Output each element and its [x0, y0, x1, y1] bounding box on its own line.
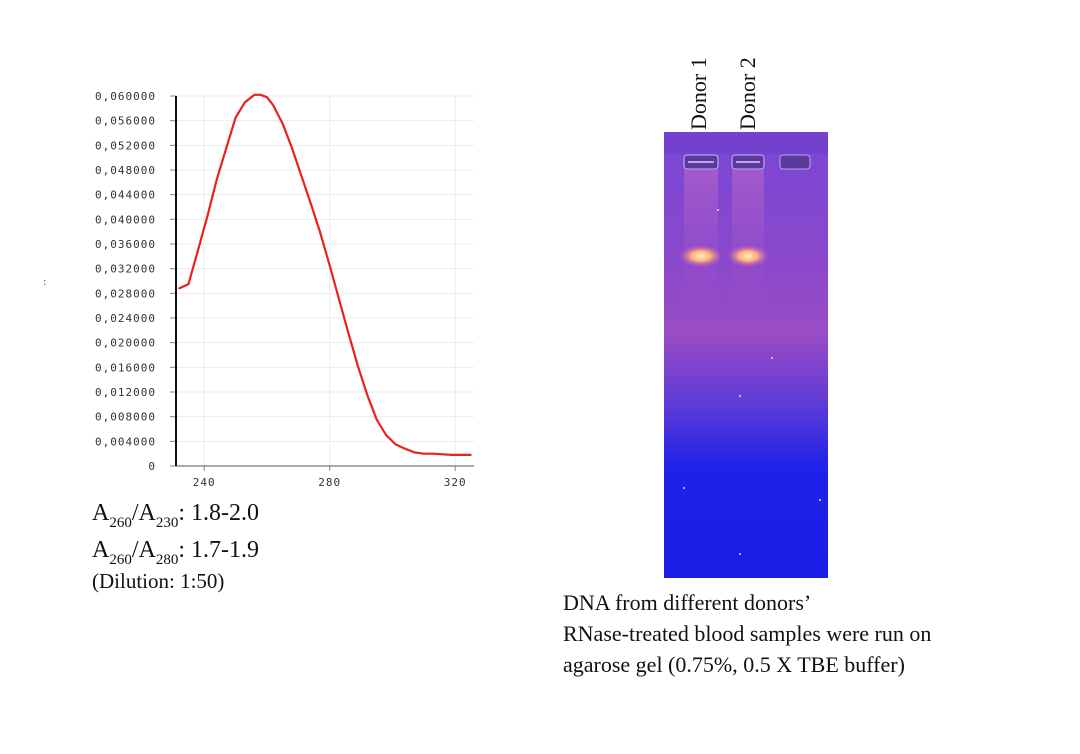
absorbance-data-point — [375, 418, 378, 421]
y-tick-labels: 0,060000 0,056000 0,052000 0,048000 0,044000… — [95, 90, 156, 473]
lane-label-donor-1: Donor 1 — [686, 40, 714, 130]
ratio-260-230: A260/A230: 1.8-2.0 — [92, 500, 259, 537]
grid — [176, 95, 474, 466]
x-tick-labels: 240 280 320 — [193, 476, 467, 489]
absorbance-data-point — [225, 147, 228, 150]
absorbance-data-point — [266, 96, 268, 99]
caption-line: agarose gel (0.75%, 0.5 X TBE buffer) — [563, 652, 905, 677]
gel-top-edge — [664, 132, 828, 154]
gel-speck — [739, 395, 741, 397]
absorbance-data-point — [404, 447, 406, 450]
gel-speck — [819, 499, 821, 501]
well-3 — [779, 154, 811, 170]
gel-speck — [683, 487, 685, 489]
y-tick-label: 0,036000 — [95, 238, 156, 251]
gel-caption: DNA from different donors’ RNase-treated… — [563, 587, 931, 680]
y-tick-label: 0,056000 — [95, 115, 156, 128]
absorbance-data-point — [441, 453, 444, 456]
x-tick-label: 240 — [193, 476, 216, 489]
series-layer — [178, 93, 472, 456]
ratio-range: : 1.7-1.9 — [178, 537, 260, 563]
absorbance-data-point — [385, 434, 388, 437]
absorbance-data-point — [328, 264, 331, 267]
dna-band-donor-1 — [679, 245, 723, 267]
dna-band-donor-2 — [727, 245, 769, 267]
y-tick-label: 0,028000 — [95, 287, 156, 300]
y-tick-label: 0,012000 — [95, 386, 156, 399]
lane-label-text: Donor 2 — [735, 57, 760, 130]
gel-image-svg — [664, 132, 828, 578]
absorbance-data-point — [470, 454, 472, 456]
ratio-260-280: A260/A280: 1.7-1.9 — [92, 537, 259, 574]
gel-speck — [717, 209, 719, 211]
caption-line: RNase-treated blood samples were run on — [563, 621, 932, 646]
absorbance-data-point — [234, 116, 237, 119]
absorbance-data-point — [187, 283, 190, 285]
dilution-note: (Dilution: 1:50) — [92, 569, 225, 593]
absorbance-data-point — [422, 452, 425, 455]
absorbance-data-point — [300, 175, 303, 178]
y-tick-label: 0,020000 — [95, 337, 156, 350]
lane-label-donor-2: Donor 2 — [735, 40, 763, 130]
gel-image — [664, 132, 828, 578]
absorbance-data-point — [460, 454, 463, 456]
absorbance-data-point — [357, 365, 359, 367]
absorbance-data-point — [451, 454, 453, 456]
ratio-a: A — [92, 500, 110, 526]
ratio-range: : 1.8-2.0 — [178, 500, 260, 526]
absorbance-data-point — [281, 122, 284, 125]
y-tick-label: 0,052000 — [95, 139, 156, 152]
absorbance-data-point — [259, 93, 262, 96]
absorbance-data-point — [366, 394, 369, 396]
absorbance-data-point — [272, 104, 275, 107]
absorbance-data-point — [432, 452, 435, 455]
ratio-sub-280: 280 — [155, 552, 179, 568]
y-tick-label: 0,004000 — [95, 435, 156, 448]
purity-ratios: A260/A230: 1.8-2.0 A260/A280: 1.7-1.9 (D… — [92, 500, 259, 593]
y-tick-label: 0,040000 — [95, 213, 156, 226]
ratio-sub-260: 260 — [109, 515, 132, 531]
absorbance-data-point — [253, 93, 256, 96]
ratio-sub-230: 230 — [155, 515, 179, 531]
x-tick-label: 320 — [444, 476, 467, 489]
absorbance-data-point — [215, 178, 218, 181]
absorbance-data-point — [244, 101, 246, 104]
y-tick-label: 0,024000 — [95, 312, 156, 325]
ratio-slash-a: /A — [131, 500, 156, 526]
caption-line: DNA from different donors’ — [563, 590, 812, 615]
y-tick-label: 0,016000 — [95, 361, 156, 374]
absorbance-data-point — [413, 451, 416, 454]
stray-marker: : — [43, 277, 47, 288]
lane-label-text: Donor 1 — [686, 57, 711, 130]
absorbance-data-point — [319, 232, 322, 234]
ratio-a: A — [92, 537, 110, 563]
y-tick-label: 0,044000 — [95, 189, 156, 202]
absorbance-data-point — [206, 215, 209, 218]
y-tick-label: 0,048000 — [95, 164, 156, 177]
gel-speck — [739, 553, 741, 555]
y-tick-label: 0 — [148, 460, 156, 473]
spectrum-chart-svg: 0,060000 0,056000 0,052000 0,048000 0,044000… — [95, 90, 474, 489]
y-tick-label: 0,060000 — [95, 90, 156, 103]
absorbance-data-point — [338, 298, 340, 301]
absorbance-data-point — [394, 443, 397, 446]
absorbance-data-point — [310, 203, 312, 205]
y-tick-label: 0,008000 — [95, 411, 156, 424]
absorbance-data-point — [291, 147, 293, 150]
ratio-slash-a: /A — [131, 537, 156, 563]
absorbance-series-line — [178, 93, 471, 456]
absorbance-data-point — [347, 332, 350, 335]
ratio-sub-260: 260 — [109, 552, 132, 568]
spectrum-chart: 0,060000 0,056000 0,052000 0,048000 0,044000… — [0, 0, 520, 500]
gel-speck — [771, 357, 773, 359]
axes — [170, 95, 474, 471]
absorbance-data-point — [197, 249, 199, 252]
absorbance-data-point — [178, 287, 181, 290]
y-tick-label: 0,032000 — [95, 263, 156, 276]
x-tick-label: 280 — [318, 476, 341, 489]
